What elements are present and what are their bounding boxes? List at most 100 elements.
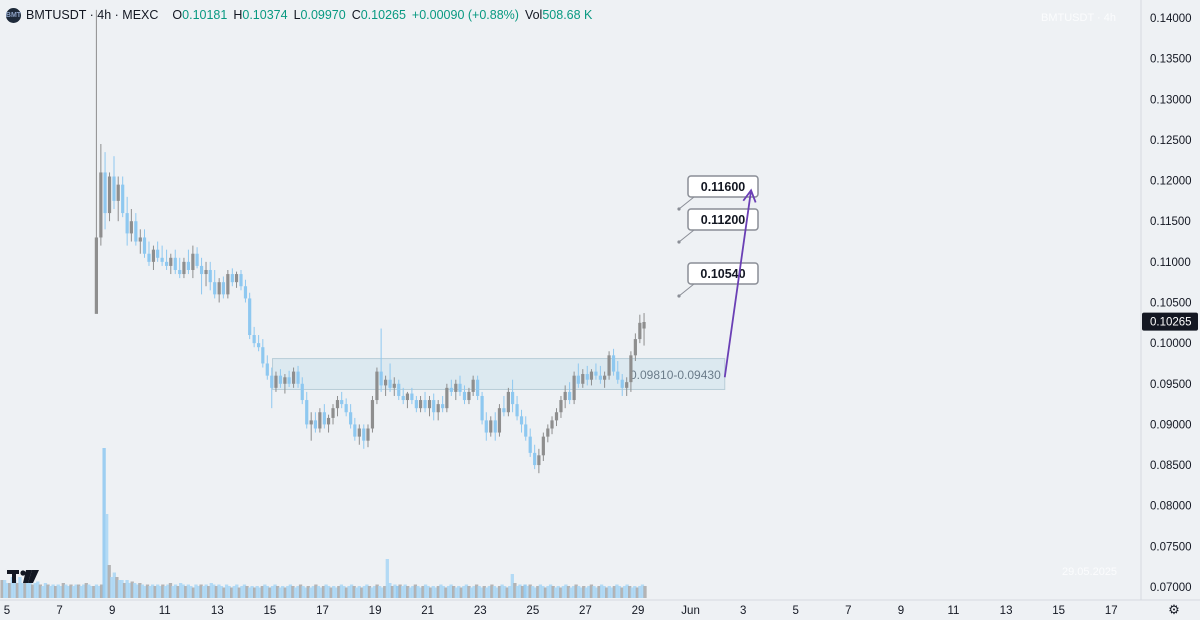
volume-bar xyxy=(293,587,298,598)
candle-body xyxy=(326,417,331,425)
volume-bar xyxy=(554,587,558,598)
volume-bar xyxy=(20,583,25,598)
candle-body xyxy=(335,400,340,409)
volume-bar xyxy=(347,586,351,598)
volume-label: Vol xyxy=(524,8,543,22)
candle-body xyxy=(362,428,366,441)
volume-bar xyxy=(559,587,563,598)
volume-bar xyxy=(633,586,637,598)
volume-bar xyxy=(48,586,53,598)
volume-bar xyxy=(46,584,50,598)
candle-body xyxy=(489,420,493,433)
candle-body xyxy=(405,393,410,401)
volume-bar xyxy=(112,572,116,598)
volume-bar xyxy=(321,586,326,598)
volume-bar xyxy=(283,587,287,598)
candle-body xyxy=(147,253,151,262)
volume-bar xyxy=(316,586,321,598)
candle-body xyxy=(506,391,510,413)
volume-bar xyxy=(635,587,639,598)
volume-bar xyxy=(240,586,244,598)
candle-body xyxy=(392,383,396,388)
volume-bar xyxy=(51,584,55,598)
settings-gear-icon[interactable]: ⚙ xyxy=(1168,602,1180,617)
volume-bar xyxy=(176,586,180,598)
volume-bar xyxy=(125,580,129,598)
candle-body xyxy=(528,436,532,453)
volume-bar xyxy=(406,586,410,598)
volume-bar xyxy=(82,584,86,598)
volume-bar xyxy=(490,584,494,598)
volume-bar xyxy=(638,586,642,598)
price-tick-label: 0.13000 xyxy=(1150,94,1192,106)
price-tick-label: 0.09000 xyxy=(1150,419,1192,431)
symbol-title[interactable]: BMTUSDT · 4h · MEXC xyxy=(26,8,159,22)
low-value: 0.09970 xyxy=(300,8,346,22)
volume-bar xyxy=(41,586,45,598)
volume-bar xyxy=(577,586,581,598)
volume-bar xyxy=(403,584,407,598)
volume-bar xyxy=(625,584,629,598)
volume-bar xyxy=(102,448,106,598)
time-tick-label: 11 xyxy=(159,605,171,617)
candle-body xyxy=(502,408,506,413)
candle-body xyxy=(366,428,370,441)
candle-body xyxy=(138,237,142,242)
volume-bar xyxy=(380,587,384,598)
candle-body xyxy=(331,408,335,418)
volume-bar xyxy=(378,586,382,598)
volume-bar xyxy=(525,586,530,598)
volume-bar xyxy=(444,587,448,598)
volume-bar xyxy=(326,586,331,598)
volume-bar xyxy=(166,584,170,598)
volume-bar xyxy=(25,583,30,598)
volume-bar xyxy=(492,586,497,598)
volume-bar xyxy=(173,584,178,598)
volume-value: 508.68 K xyxy=(542,8,593,22)
tradingview-logo-icon[interactable] xyxy=(6,567,40,585)
volume-bar xyxy=(607,586,611,598)
volume-bar xyxy=(230,587,234,598)
candle-body xyxy=(265,363,269,376)
volume-bar xyxy=(589,584,594,598)
volume-bar xyxy=(194,584,198,598)
volume-bar xyxy=(640,584,645,598)
time-tick-label: 29 xyxy=(632,605,645,617)
volume-bar xyxy=(138,583,142,598)
close-label: C xyxy=(351,8,361,22)
time-tick-label: 25 xyxy=(526,605,539,617)
volume-bar xyxy=(13,580,17,598)
volume-bar xyxy=(556,586,560,598)
candle-body xyxy=(208,269,212,283)
volume-bar xyxy=(120,580,124,598)
price-tick-label: 0.13500 xyxy=(1150,54,1192,66)
candle-body xyxy=(121,184,125,214)
volume-bar xyxy=(181,584,185,598)
volume-bar xyxy=(454,587,458,598)
candle-body xyxy=(467,391,471,401)
volume-bar xyxy=(472,586,476,598)
volume-bar xyxy=(232,586,236,598)
candle-body xyxy=(598,375,603,380)
volume-bar xyxy=(148,586,152,598)
volume-bar xyxy=(446,586,451,598)
candle-body xyxy=(497,408,502,433)
volume-bar xyxy=(219,586,224,598)
volume-bar xyxy=(487,586,492,598)
symbol-logo-icon[interactable]: BMT xyxy=(6,7,21,23)
volume-bar xyxy=(599,584,604,598)
candle-body xyxy=(349,412,353,425)
volume-bar xyxy=(140,584,145,598)
volume-bar xyxy=(145,584,150,598)
low-label: L xyxy=(293,8,301,22)
volume-bar xyxy=(497,586,502,598)
volume-bar xyxy=(87,584,91,598)
volume-bar xyxy=(196,586,201,598)
volume-bar xyxy=(528,584,532,598)
time-tick-label: 11 xyxy=(948,605,960,617)
target-label-box xyxy=(687,208,759,231)
candle-body xyxy=(160,257,164,262)
volume-bar xyxy=(263,584,267,598)
volume-bar xyxy=(643,586,647,598)
